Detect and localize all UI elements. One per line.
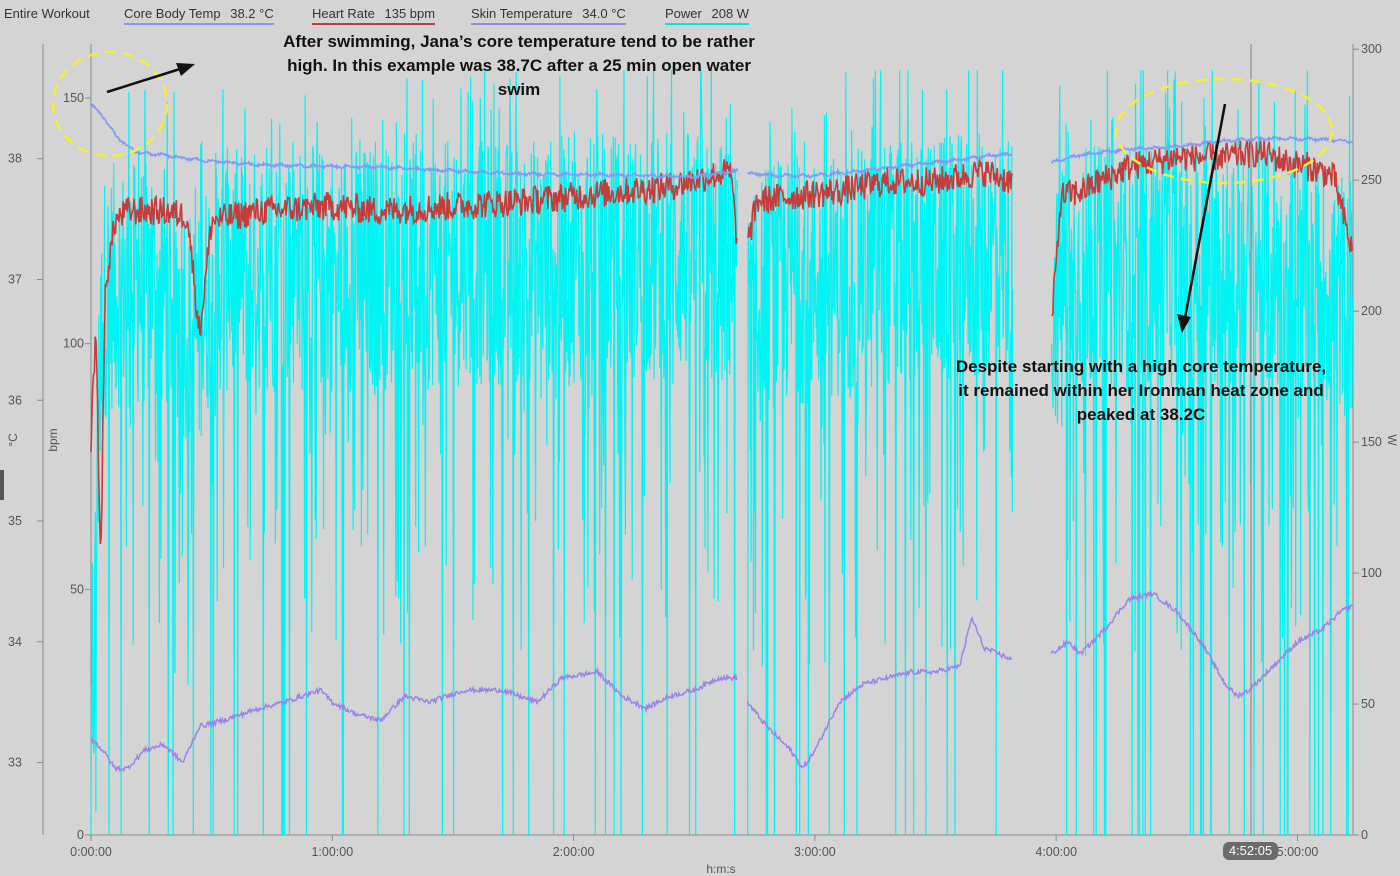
cursor-time-badge: 4:52:05 — [1223, 842, 1278, 860]
hr-tick-label: 100 — [63, 337, 84, 351]
panel-resize-handle[interactable] — [0, 470, 4, 500]
temp-tick-label: 34 — [8, 635, 22, 649]
x-tick-label: 4:00:00 — [1035, 845, 1077, 859]
chart-annotations-marks — [51, 44, 1334, 835]
annotation-swim-line-1: After swimming, Jana’s core temperature … — [283, 32, 755, 51]
power-tick-label: 300 — [1361, 42, 1382, 56]
power-tick-label: 0 — [1361, 828, 1368, 842]
x-tick-label: 2:00:00 — [553, 845, 595, 859]
chart-legend: Entire Workout Core Body Temp 38.2 °C He… — [0, 0, 1400, 28]
annotation-swim-line-2: high. In this example was 38.7C after a … — [287, 56, 751, 75]
annotation-swim-line-3: swim — [498, 80, 541, 99]
legend-item-label: Skin Temperature — [471, 6, 573, 21]
legend-item-label: Core Body Temp — [124, 6, 221, 21]
x-tick-label: 1:00:00 — [311, 845, 353, 859]
peak-highlight-ellipse — [1114, 77, 1334, 185]
hr-tick-label: 150 — [63, 91, 84, 105]
x-tick-label: 3:00:00 — [794, 845, 836, 859]
annotation-peak-line-2: it remained within her Ironman heat zone… — [958, 381, 1324, 400]
hr-tick-label: 0 — [77, 828, 84, 842]
legend-item-core-body-temp[interactable]: Core Body Temp 38.2 °C — [124, 6, 274, 25]
temp-tick-label: 37 — [8, 272, 22, 286]
core-body-temp-line — [90, 103, 1354, 180]
annotation-peak-line-3: peaked at 38.2C — [1077, 405, 1206, 424]
legend-item-label: Heart Rate — [312, 6, 375, 21]
legend-item-value: 38.2 °C — [230, 6, 274, 21]
x-tick-label: 5:00:00 — [1277, 845, 1319, 859]
temp-tick-label: 38 — [8, 152, 22, 166]
x-axis-title: h:m:s — [706, 862, 735, 876]
heart-rate-line — [90, 138, 1354, 545]
legend-item-value: 34.0 °C — [582, 6, 626, 21]
temp-tick-label: 35 — [8, 514, 22, 528]
legend-item-heart-rate[interactable]: Heart Rate 135 bpm — [312, 6, 436, 25]
temp-tick-label: 36 — [8, 393, 22, 407]
heart-rate-series — [90, 138, 1354, 545]
power-series — [90, 69, 1354, 836]
power-tick-label: 200 — [1361, 304, 1382, 318]
swim-highlight-ellipse — [51, 50, 169, 158]
skin-temperature-series — [90, 591, 1353, 773]
temp-axis-unit: °C — [6, 433, 20, 447]
annotation-peak-line-1: Despite starting with a high core temper… — [956, 357, 1326, 376]
swim-arrow-head — [176, 63, 195, 76]
legend-scope-selector[interactable]: Entire Workout — [4, 6, 90, 21]
temp-tick-label: 33 — [8, 756, 22, 770]
hr-axis-unit: bpm — [46, 428, 60, 451]
swim-arrow-shaft — [106, 67, 181, 94]
legend-item-power[interactable]: Power 208 W — [665, 6, 750, 25]
peak-arrow-shaft — [1183, 103, 1227, 319]
skin-temperature-line — [90, 591, 1353, 773]
power-axis-unit: W — [1385, 434, 1399, 446]
power-tick-label: 50 — [1361, 697, 1375, 711]
power-tick-label: 250 — [1361, 173, 1382, 187]
legend-item-value: 208 W — [711, 6, 750, 21]
legend-item-skin-temperature[interactable]: Skin Temperature 34.0 °C — [471, 6, 626, 25]
hr-tick-label: 50 — [70, 582, 84, 596]
power-line — [90, 69, 1354, 836]
legend-item-label: Power — [665, 6, 702, 21]
x-tick-label: 0:00:00 — [70, 845, 112, 859]
power-tick-label: 100 — [1361, 566, 1382, 580]
legend-item-value: 135 bpm — [384, 6, 436, 21]
core-body-temp-series — [90, 103, 1354, 180]
power-tick-label: 150 — [1361, 435, 1382, 449]
peak-arrow-head — [1177, 314, 1191, 333]
